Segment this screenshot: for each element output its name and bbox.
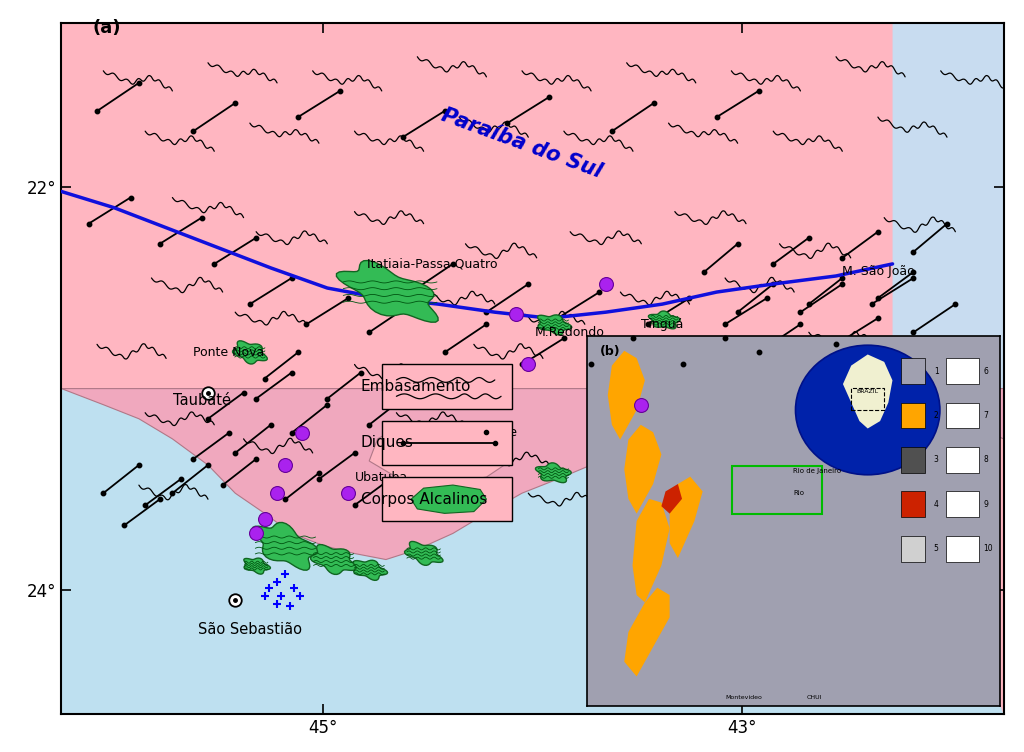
Polygon shape [538, 315, 571, 335]
Polygon shape [61, 389, 1004, 714]
Polygon shape [252, 523, 318, 570]
Polygon shape [536, 462, 571, 483]
Text: M. São João: M. São João [842, 265, 914, 278]
FancyBboxPatch shape [382, 421, 512, 465]
Polygon shape [648, 311, 680, 329]
Text: (a): (a) [93, 19, 121, 37]
Text: Diques: Diques [360, 435, 414, 450]
Polygon shape [61, 389, 1004, 559]
Polygon shape [404, 541, 443, 566]
Text: Embasamento: Embasamento [360, 379, 471, 394]
Text: Taubaté: Taubaté [173, 393, 230, 408]
Text: Ilha Grande: Ilha Grande [443, 426, 517, 439]
Text: São Sebastião: São Sebastião [198, 623, 302, 638]
Text: M.Redondo: M.Redondo [536, 326, 605, 339]
Polygon shape [232, 341, 267, 364]
FancyBboxPatch shape [382, 477, 512, 521]
FancyBboxPatch shape [382, 365, 512, 408]
Polygon shape [411, 485, 486, 514]
Text: Tinguá: Tinguá [641, 318, 683, 331]
Text: Paraíba do Sul: Paraíba do Sul [438, 105, 604, 181]
Polygon shape [310, 544, 356, 575]
Polygon shape [244, 558, 270, 574]
Polygon shape [337, 260, 438, 322]
Text: Ubatuba: Ubatuba [355, 471, 409, 484]
Polygon shape [353, 560, 387, 581]
Polygon shape [893, 23, 1004, 439]
Text: Corpos Alcalinos: Corpos Alcalinos [360, 492, 487, 507]
Text: Ponte Nova: Ponte Nova [194, 346, 264, 359]
Text: Itatiaia-Passa Quatro: Itatiaia-Passa Quatro [367, 257, 498, 271]
Polygon shape [450, 490, 481, 508]
Polygon shape [370, 425, 507, 483]
